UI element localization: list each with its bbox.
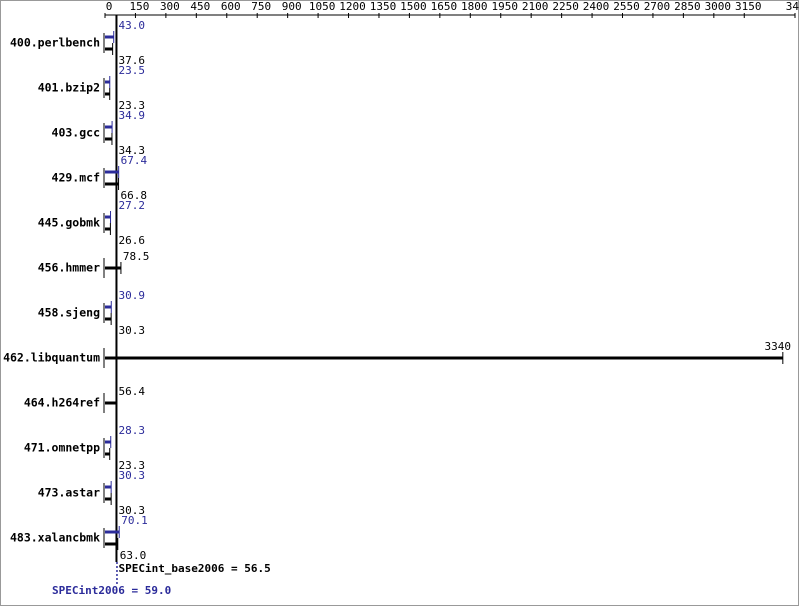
x-tick-label: 0 — [106, 0, 113, 13]
x-tick-label: 150 — [130, 0, 150, 13]
x-tick-label: 750 — [251, 0, 271, 13]
bar — [105, 80, 110, 84]
bar — [105, 47, 113, 51]
value-label: 3340 — [765, 340, 792, 353]
bar — [105, 497, 112, 501]
value-label: 67.4 — [121, 154, 148, 167]
bar — [105, 305, 112, 309]
bar — [105, 35, 114, 39]
category-label: 471.omnetpp — [24, 441, 100, 455]
value-label: 23.3 — [118, 459, 145, 472]
value-label: 27.2 — [118, 199, 145, 212]
x-tick-label: 2400 — [583, 0, 610, 13]
x-tick-label: 1200 — [339, 0, 366, 13]
x-tick-label: 1650 — [431, 0, 458, 13]
x-tick-label: 450 — [190, 0, 210, 13]
bar — [105, 452, 110, 456]
x-tick-label: 3400 — [786, 0, 799, 13]
bar — [105, 182, 119, 186]
bar — [105, 92, 110, 96]
value-label: 34.3 — [118, 144, 145, 157]
value-label: 78.5 — [123, 250, 149, 263]
x-tick-label: 600 — [221, 0, 241, 13]
category-label: 462.libquantum — [3, 351, 100, 365]
x-tick-label: 3000 — [705, 0, 732, 13]
value-label: 23.5 — [118, 64, 145, 77]
value-label: 37.6 — [118, 54, 145, 67]
category-label: 458.sjeng — [38, 306, 100, 320]
x-tick-label: 1350 — [370, 0, 397, 13]
bar — [105, 401, 117, 405]
bar — [105, 137, 112, 141]
bar — [105, 485, 112, 489]
x-tick-label: 2250 — [552, 0, 579, 13]
bar — [105, 317, 112, 321]
category-label: 464.h264ref — [24, 396, 100, 410]
category-label: 400.perlbench — [10, 36, 100, 50]
value-label: 30.3 — [118, 324, 145, 337]
category-label: 483.xalancbmk — [10, 531, 100, 545]
category-label: 445.gobmk — [38, 216, 100, 230]
value-label: 56.4 — [118, 385, 145, 398]
bar — [105, 125, 113, 129]
value-label: 63.0 — [120, 549, 147, 562]
x-tick-label: 300 — [160, 0, 180, 13]
category-label: 401.bzip2 — [38, 81, 100, 95]
bar — [105, 170, 119, 174]
category-label: 429.mcf — [52, 171, 101, 185]
value-label: 34.9 — [118, 109, 145, 122]
x-tick-label: 3150 — [735, 0, 762, 13]
value-label: 28.3 — [118, 424, 145, 437]
x-tick-label: 2550 — [613, 0, 640, 13]
x-tick-label: 2100 — [522, 0, 549, 13]
x-tick-label: 1800 — [461, 0, 488, 13]
x-tick-label: 1500 — [400, 0, 427, 13]
x-tick-label: 1950 — [491, 0, 518, 13]
category-label: 456.hmmer — [38, 261, 100, 275]
x-tick-label: 2850 — [674, 0, 701, 13]
value-label: 66.8 — [121, 189, 148, 202]
peak-summary-label: SPECint2006 = 59.0 — [52, 584, 171, 597]
x-tick-label: 1050 — [309, 0, 336, 13]
bar — [105, 266, 121, 270]
base-summary-label: SPECint_base2006 = 56.5 — [118, 562, 270, 575]
bar — [105, 542, 118, 546]
value-label: 26.6 — [118, 234, 145, 247]
value-label: 23.3 — [118, 99, 145, 112]
bar — [105, 356, 783, 360]
value-label: 70.1 — [121, 514, 147, 527]
value-label: 43.0 — [118, 19, 145, 32]
x-tick-label: 900 — [282, 0, 302, 13]
value-label: 30.3 — [118, 469, 145, 482]
bar — [105, 227, 111, 231]
bar — [105, 440, 111, 444]
x-tick-label: 2700 — [644, 0, 671, 13]
bar — [105, 530, 120, 534]
value-label: 30.9 — [118, 289, 145, 302]
bar — [105, 215, 111, 219]
value-label: 30.3 — [118, 504, 145, 517]
category-label: 473.astar — [38, 486, 100, 500]
category-label: 403.gcc — [52, 126, 100, 140]
